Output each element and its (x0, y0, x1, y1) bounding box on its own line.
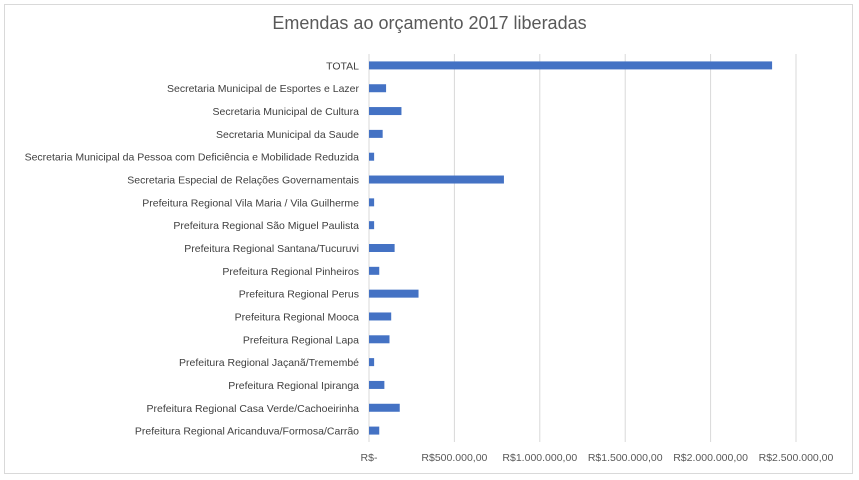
x-tick-label: R$1.000.000,00 (502, 452, 577, 464)
bar (369, 152, 375, 161)
category-label: Prefeitura Regional Perus (239, 289, 359, 301)
bar (369, 335, 390, 344)
category-label: Prefeitura Regional Jaçanã/Tremembé (179, 357, 359, 369)
x-tick-label: R$500.000,00 (421, 452, 487, 464)
category-label: Prefeitura Regional Casa Verde/Cachoeiri… (147, 403, 360, 415)
bar (369, 107, 402, 116)
category-label: Secretaria Municipal de Esportes e Lazer (167, 83, 360, 95)
category-label: Prefeitura Regional Aricanduva/Formosa/C… (135, 426, 359, 438)
category-label: Prefeitura Regional Ipiranga (228, 380, 359, 392)
category-label: Secretaria Municipal de Cultura (213, 106, 360, 118)
category-label: Prefeitura Regional Santana/Tucuruvi (184, 243, 359, 255)
category-label: Prefeitura Regional Pinheiros (222, 266, 359, 278)
bar (369, 61, 773, 70)
bar (369, 358, 375, 367)
bar (369, 198, 375, 207)
bar (369, 175, 504, 184)
bar (369, 312, 392, 321)
x-tick-label: R$2.500.000,00 (759, 452, 834, 464)
bar (369, 426, 380, 435)
x-tick-label: R$2.000.000,00 (673, 452, 748, 464)
bar (369, 129, 383, 138)
bar (369, 221, 375, 230)
category-label: Prefeitura Regional São Miguel Paulista (173, 220, 359, 232)
category-label: Secretaria Municipal da Saude (216, 129, 359, 141)
category-label: Secretaria Especial de Relações Governam… (127, 175, 359, 187)
x-tick-label: R$- (361, 452, 378, 464)
chart-title: Emendas ao orçamento 2017 liberadas (272, 13, 587, 33)
category-label: Secretaria Municipal da Pessoa com Defic… (25, 152, 360, 164)
category-label: TOTAL (326, 60, 359, 72)
category-label: Prefeitura Regional Mooca (235, 311, 359, 323)
x-tick-label: R$1.500.000,00 (588, 452, 663, 464)
bar (369, 380, 385, 389)
bar (369, 84, 387, 93)
bar (369, 266, 380, 275)
category-label: Prefeitura Regional Lapa (243, 334, 359, 346)
bar (369, 403, 400, 412)
bar (369, 289, 419, 298)
chart-frame (4, 4, 853, 474)
bar (369, 244, 395, 252)
category-label: Prefeitura Regional Vila Maria / Vila Gu… (142, 197, 359, 209)
